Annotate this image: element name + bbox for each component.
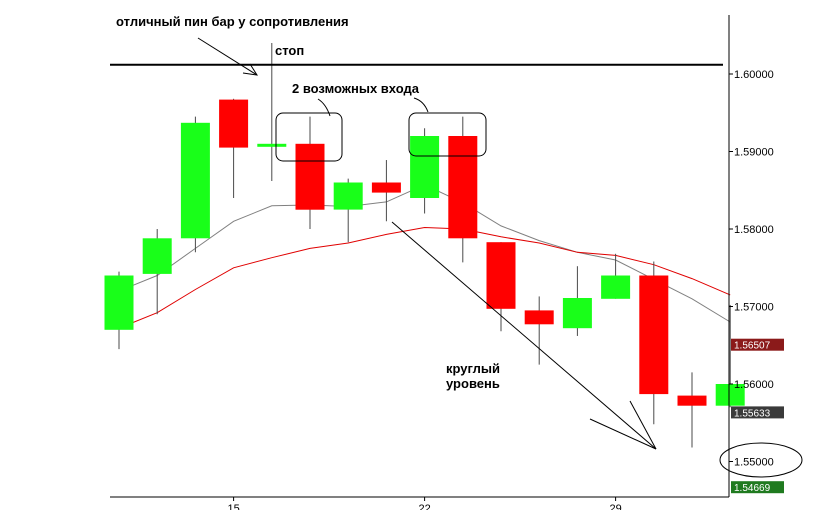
moving-average-line-2 — [118, 226, 731, 329]
entry-pointer-1 — [317, 98, 331, 117]
candle-body — [257, 143, 287, 147]
candles — [104, 43, 745, 448]
y-tick-label: 1.56000 — [734, 379, 774, 391]
y-tick-label: 1.59000 — [734, 147, 774, 159]
price-label-badge — [731, 406, 784, 419]
annotation-round-level-2: уровень — [446, 376, 500, 391]
axes: 1.60000 1.59000 1.58000 1.57000 1.56000 1.550… — [110, 15, 784, 510]
y-tick-label: 1.55000 — [734, 457, 774, 469]
pin-bar-arrowhead — [242, 63, 259, 76]
entry-pointer-2 — [413, 97, 429, 113]
price-label-text: 1.56507 — [734, 341, 771, 352]
candle-body — [562, 298, 592, 329]
candle-body — [295, 143, 325, 210]
candle-body — [180, 122, 210, 239]
candle-body — [410, 136, 440, 198]
candle-body — [715, 384, 745, 406]
candle-body — [371, 182, 401, 193]
trend-arrow-line — [391, 221, 657, 450]
x-tick-label: 22 — [418, 503, 430, 510]
trend-arrow-head-right — [629, 400, 657, 450]
candle-body — [448, 136, 478, 239]
pin-bar-pointer — [197, 37, 258, 76]
entry-box-1 — [275, 112, 343, 162]
trend-arrow-head-left — [589, 418, 657, 450]
annotation-stop: стоп — [275, 43, 304, 58]
round-level-circle — [719, 442, 803, 478]
candle-body — [601, 275, 631, 299]
y-tick-label: 1.60000 — [734, 69, 774, 81]
y-tick-label: 1.57000 — [734, 302, 774, 314]
candle-body — [486, 242, 516, 309]
candle-body — [104, 275, 134, 330]
price-label-text: 1.55633 — [734, 408, 771, 419]
x-tick-label: 15 — [227, 503, 239, 510]
candle-body — [677, 395, 707, 406]
candle-body — [524, 310, 554, 325]
y-tick-label: 1.58000 — [734, 224, 774, 236]
candle-body — [219, 99, 249, 148]
annotation-entries: 2 возможных входа — [292, 81, 420, 96]
price-label-badge — [731, 481, 784, 494]
price-label-badge — [731, 338, 784, 351]
candle-body — [639, 275, 669, 395]
annotations: отличный пин бар у сопротивления стоп 2 … — [116, 14, 803, 478]
price-label-text: 1.54669 — [734, 483, 771, 494]
annotation-round-level-1: круглый — [446, 361, 500, 376]
entry-box-2 — [408, 112, 487, 157]
candle-body — [142, 238, 172, 274]
x-tick-label: 29 — [609, 503, 621, 510]
candle-body — [333, 182, 363, 210]
annotation-pin-bar: отличный пин бар у сопротивления — [116, 14, 349, 29]
